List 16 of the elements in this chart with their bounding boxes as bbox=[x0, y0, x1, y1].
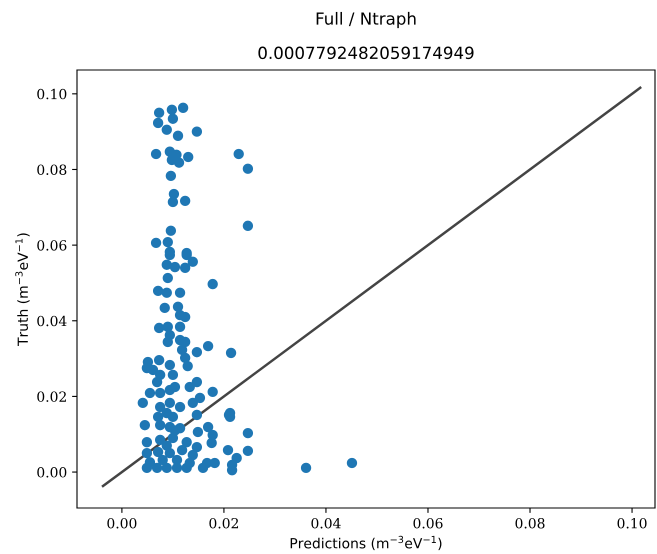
chart-title: Full / Ntraph bbox=[316, 12, 416, 28]
x-tick-label: 0.08 bbox=[515, 518, 545, 528]
y-tick-label: 0.06 bbox=[37, 240, 66, 251]
chart-subtitle: 0.0007792482059174949 bbox=[258, 46, 474, 60]
x-tick-label: 0.10 bbox=[617, 518, 647, 528]
y-tick-label: 0.02 bbox=[37, 391, 66, 402]
x-tick-label: 0.06 bbox=[413, 518, 443, 528]
y-tick-label: 0.10 bbox=[37, 88, 66, 100]
x-tick-label: 0.04 bbox=[311, 518, 341, 528]
y-axis-title: Truth (m$^{−3}$eV$^{−1}$) bbox=[15, 233, 30, 346]
y-tick-label: 0.08 bbox=[37, 164, 66, 175]
y-tick-label: 0.00 bbox=[37, 467, 66, 478]
x-tick-label: 0.02 bbox=[209, 518, 238, 528]
x-tick-label: 0.00 bbox=[107, 518, 136, 528]
x-axis-title: Predictions (m$^{−3}$eV$^{−1}$) bbox=[290, 536, 442, 550]
y-tick-label: 0.04 bbox=[37, 316, 67, 326]
